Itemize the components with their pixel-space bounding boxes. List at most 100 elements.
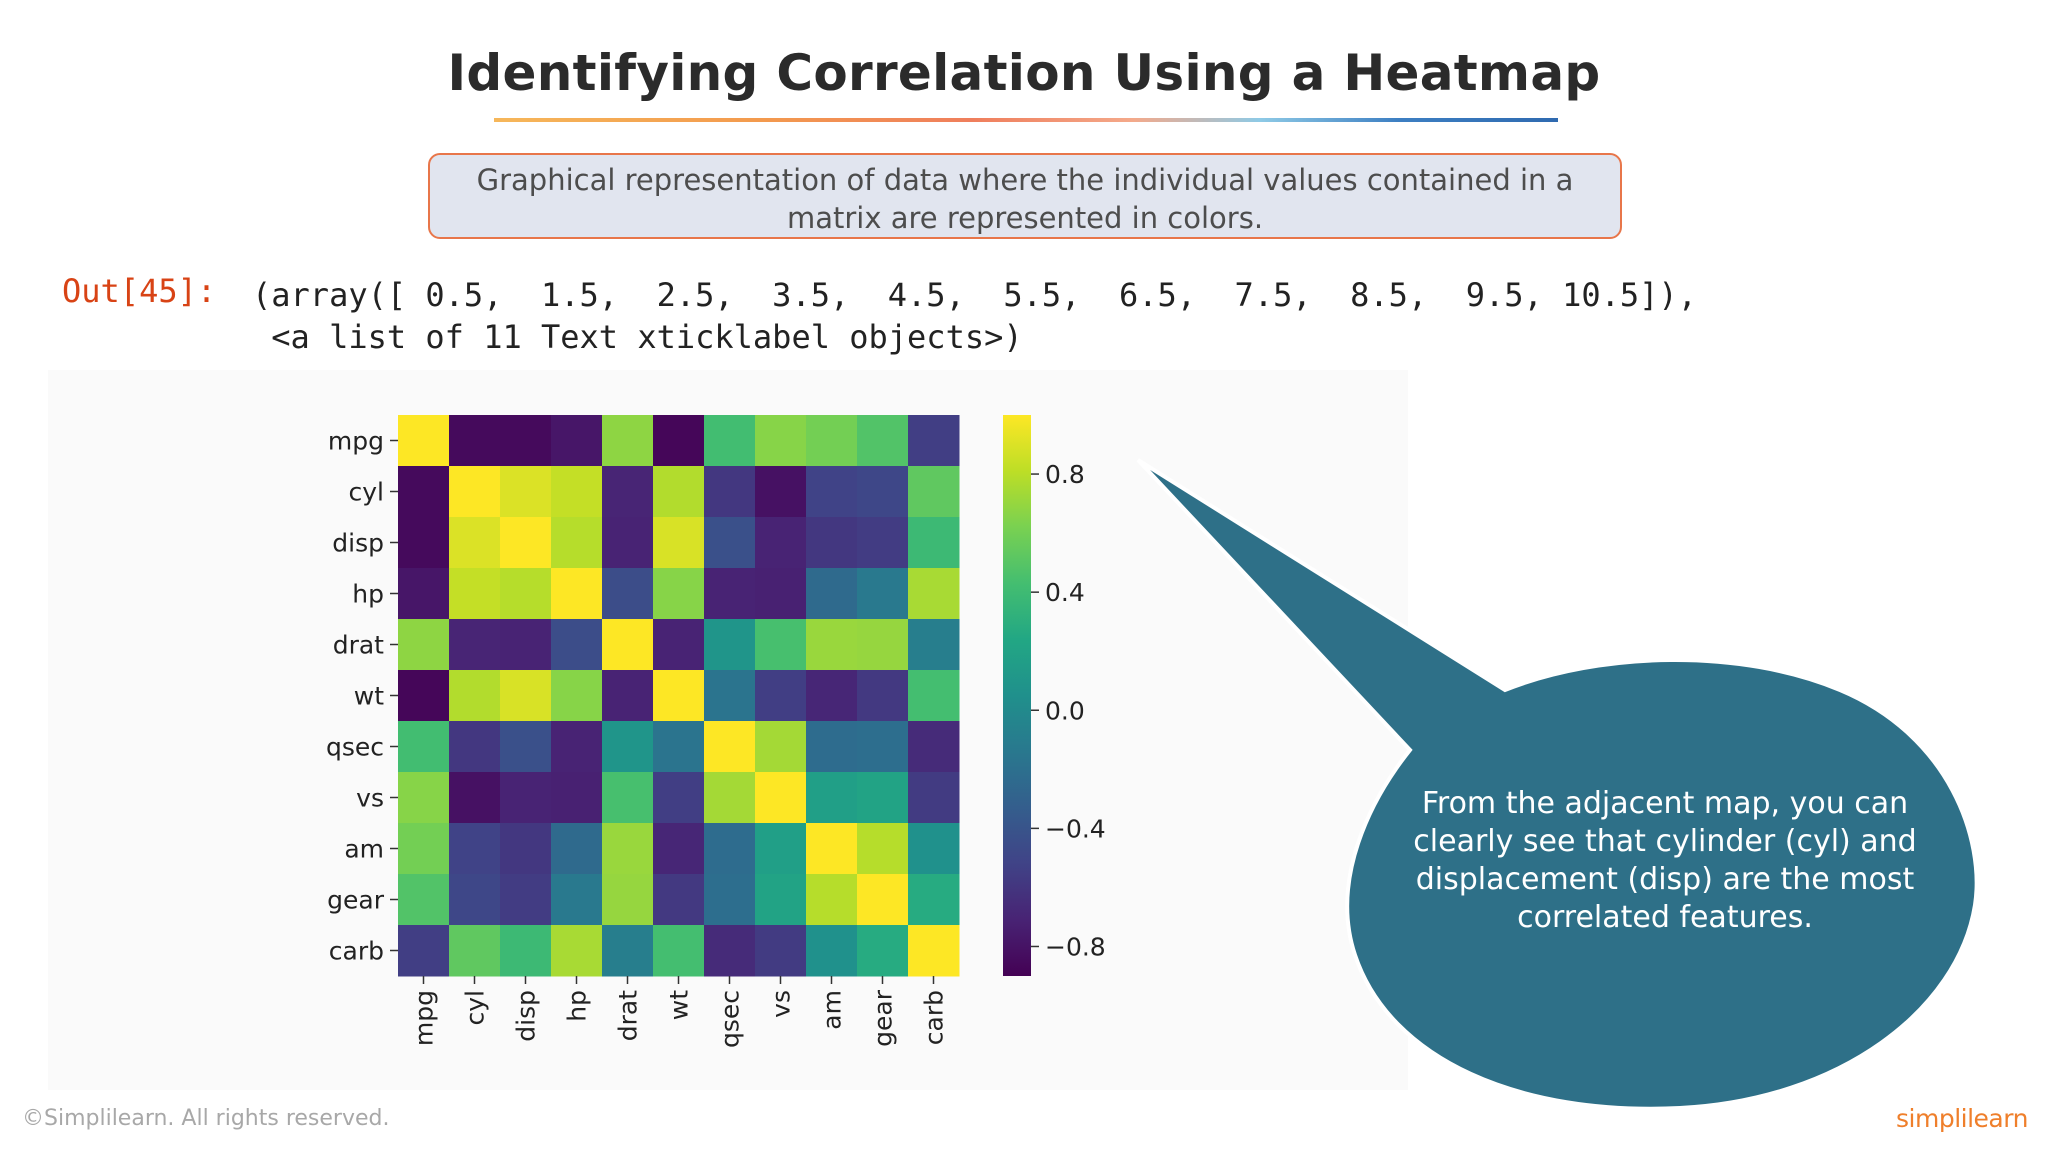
heatmap-cell-hp-vs — [755, 568, 807, 620]
heatmap-cell-wt-am — [806, 670, 858, 722]
x-tick-label-drat: drat — [614, 990, 643, 1041]
heatmap-cell-am-hp — [551, 823, 603, 875]
x-tick-label-mpg: mpg — [410, 990, 439, 1046]
heatmap-cell-mpg-gear — [857, 415, 909, 467]
y-tick-label-am: am — [344, 835, 384, 864]
heatmap-cell-cyl-disp — [500, 466, 552, 518]
heatmap-cell-drat-cyl — [449, 619, 501, 671]
heatmap-cell-vs-disp — [500, 772, 552, 824]
copyright-notice: ©Simplilearn. All rights reserved. — [22, 1106, 390, 1131]
heatmap-cell-disp-drat — [602, 517, 654, 569]
heatmap-cell-drat-drat — [602, 619, 654, 671]
heatmap-cell-mpg-disp — [500, 415, 552, 467]
y-tick-label-mpg: mpg — [328, 427, 384, 456]
heatmap-cell-vs-gear — [857, 772, 909, 824]
y-tick-label-carb: carb — [329, 937, 384, 966]
heatmap-cell-vs-wt — [653, 772, 705, 824]
heatmap-cell-gear-cyl — [449, 874, 501, 926]
heatmap-cell-wt-gear — [857, 670, 909, 722]
heatmap-cell-vs-am — [806, 772, 858, 824]
heatmap-cell-carb-mpg — [398, 925, 450, 977]
heatmap-cell-cyl-wt — [653, 466, 705, 518]
heatmap-cell-carb-wt — [653, 925, 705, 977]
colorbar-tick-label: −0.4 — [1045, 814, 1106, 843]
x-tick-label-am: am — [818, 990, 847, 1030]
heatmap-cell-cyl-am — [806, 466, 858, 518]
heatmap-cells — [398, 415, 960, 977]
y-tick-label-cyl: cyl — [349, 478, 385, 507]
heatmap-y-labels: mpg cyl disp hp drat wt qsec vs am gear carb — [326, 427, 398, 966]
heatmap-cell-disp-hp — [551, 517, 603, 569]
heatmap-cell-am-vs — [755, 823, 807, 875]
heatmap-cell-hp-cyl — [449, 568, 501, 620]
heatmap-cell-cyl-hp — [551, 466, 603, 518]
colorbar-tick-label: 0.4 — [1045, 578, 1085, 607]
heatmap-cell-hp-am — [806, 568, 858, 620]
heatmap-cell-qsec-cyl — [449, 721, 501, 773]
heatmap-cell-carb-disp — [500, 925, 552, 977]
heatmap-cell-mpg-carb — [908, 415, 960, 467]
heatmap-cell-mpg-hp — [551, 415, 603, 467]
y-tick-label-qsec: qsec — [326, 733, 384, 762]
out-code-line-1: (array([ 0.5, 1.5, 2.5, 3.5, 4.5, 5.5, 6… — [252, 276, 1697, 314]
heatmap-cell-disp-vs — [755, 517, 807, 569]
heatmap-cell-qsec-carb — [908, 721, 960, 773]
heatmap-cell-mpg-cyl — [449, 415, 501, 467]
heatmap-cell-mpg-am — [806, 415, 858, 467]
heatmap-cell-gear-am — [806, 874, 858, 926]
heatmap-cell-qsec-mpg — [398, 721, 450, 773]
heatmap-cell-carb-qsec — [704, 925, 756, 977]
x-tick-label-qsec: qsec — [716, 990, 745, 1048]
heatmap-cell-am-mpg — [398, 823, 450, 875]
callout-text: From the adjacent map, you can clearly s… — [1413, 786, 1917, 935]
heatmap-cell-hp-disp — [500, 568, 552, 620]
heatmap-cell-vs-qsec — [704, 772, 756, 824]
heatmap-cell-vs-carb — [908, 772, 960, 824]
y-tick-label-disp: disp — [332, 529, 384, 558]
heatmap-cell-am-am — [806, 823, 858, 875]
heatmap-cell-wt-cyl — [449, 670, 501, 722]
heatmap-cell-drat-disp — [500, 619, 552, 671]
heatmap-cell-gear-carb — [908, 874, 960, 926]
colorbar-gradient — [1003, 415, 1031, 976]
heatmap-x-labels: mpg cyl disp hp drat wt qsec vs am gear carb — [410, 976, 949, 1048]
heatmap-cell-drat-vs — [755, 619, 807, 671]
heatmap-cell-mpg-vs — [755, 415, 807, 467]
heatmap-cell-drat-hp — [551, 619, 603, 671]
colorbar-tick-label: −0.8 — [1045, 932, 1106, 961]
heatmap-cell-qsec-qsec — [704, 721, 756, 773]
heatmap-cell-carb-hp — [551, 925, 603, 977]
x-tick-label-hp: hp — [563, 990, 592, 1022]
heatmap-cell-qsec-drat — [602, 721, 654, 773]
x-tick-label-carb: carb — [920, 990, 949, 1045]
out-prompt: Out[45]: — [62, 272, 217, 310]
heatmap-cell-am-cyl — [449, 823, 501, 875]
heatmap-cell-hp-carb — [908, 568, 960, 620]
heatmap-cell-hp-drat — [602, 568, 654, 620]
heatmap-cell-hp-mpg — [398, 568, 450, 620]
heatmap-cell-qsec-am — [806, 721, 858, 773]
heatmap-cell-vs-vs — [755, 772, 807, 824]
heatmap-cell-disp-carb — [908, 517, 960, 569]
heatmap-cell-drat-mpg — [398, 619, 450, 671]
heatmap-cell-am-drat — [602, 823, 654, 875]
y-tick-label-vs: vs — [356, 784, 384, 813]
heatmap-cell-cyl-carb — [908, 466, 960, 518]
out-code: (array([ 0.5, 1.5, 2.5, 3.5, 4.5, 5.5, 6… — [252, 274, 1697, 358]
heatmap-cell-qsec-wt — [653, 721, 705, 773]
heatmap-cell-carb-am — [806, 925, 858, 977]
heatmap-cell-gear-mpg — [398, 874, 450, 926]
heatmap-cell-carb-drat — [602, 925, 654, 977]
y-tick-label-hp: hp — [352, 580, 384, 609]
heatmap-cell-qsec-hp — [551, 721, 603, 773]
heatmap-cell-disp-am — [806, 517, 858, 569]
heatmap-cell-wt-wt — [653, 670, 705, 722]
heatmap-cell-carb-vs — [755, 925, 807, 977]
heatmap-cell-drat-wt — [653, 619, 705, 671]
heatmap-cell-gear-qsec — [704, 874, 756, 926]
heatmap-cell-disp-cyl — [449, 517, 501, 569]
heatmap-cell-wt-mpg — [398, 670, 450, 722]
heatmap-cell-wt-drat — [602, 670, 654, 722]
x-tick-label-gear: gear — [869, 989, 898, 1047]
